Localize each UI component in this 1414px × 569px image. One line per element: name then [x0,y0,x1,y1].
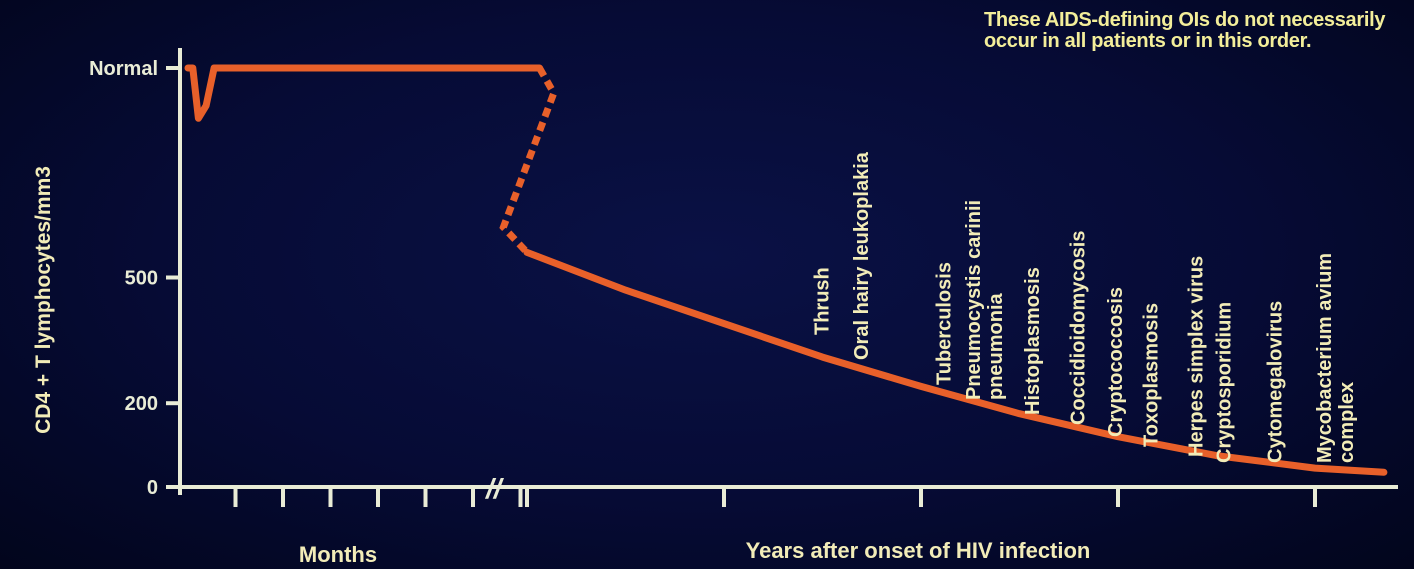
infection-label-line: Pneumocystis carinii [963,200,985,400]
infection-label-line: Herpes simplex virus [1186,256,1208,457]
chart-axes [166,48,1398,507]
infection-label: Histoplasmosis [1022,267,1044,415]
infection-label: Coccidioidomycosis [1068,231,1090,426]
infection-label-line: Mycobacterium avium [1314,253,1336,463]
infection-label-line: Tuberculosis [934,262,956,385]
infection-label: Toxoplasmosis [1140,303,1162,447]
infection-label: Cryptosporidium [1213,302,1235,463]
infection-label-line: complex [1336,382,1358,463]
infection-label-line: Oral hairy leukoplakia [851,151,873,360]
infection-label: Tuberculosis [934,262,956,385]
infection-label: Oral hairy leukoplakia [851,151,873,360]
infection-label-line: Cryptococcosis [1105,287,1127,437]
infection-label: Cryptococcosis [1105,287,1127,437]
cd4-curve-decline [523,248,1388,476]
y-tick-label: Normal [89,58,158,80]
infection-label: Mycobacterium avium complex [1314,253,1358,463]
infection-label-line: Coccidioidomycosis [1068,231,1090,426]
infection-label-line: Cryptosporidium [1213,302,1235,463]
cd4-curve-transition [499,66,558,255]
cd4-curve-initial [184,64,543,122]
months-axis-title: Months [299,542,377,567]
infection-label-line: pneumonia [985,292,1007,400]
y-tick-label: 200 [125,393,158,415]
chart-note: These AIDS-defining OIs do not necessari… [984,9,1386,52]
infection-label-line: Thrush [811,267,833,335]
infection-label: Herpes simplex virus [1186,256,1208,457]
infection-label-line: Histoplasmosis [1022,267,1044,415]
axis-labels: 0 200 500 Normal // CD4 + T lymphocytes/mm3 Mo… [32,58,1090,567]
y-axis-title: CD4 + T lymphocytes/mm3 [32,166,55,434]
years-axis-title: Years after onset of HIV infection [746,538,1091,563]
axis-break-mark: // [484,473,505,504]
infection-label: Pneumocystis carinii pneumonia [963,200,1007,400]
cd4-curve-layer [184,64,1388,476]
infection-label-line: Toxoplasmosis [1140,303,1162,447]
y-tick-label: 0 [147,477,158,499]
infection-label-line: Cytomegalovirus [1265,301,1287,463]
infection-label: Cytomegalovirus [1265,301,1287,463]
opportunistic-infection-labels: Thrush Oral hairy leukoplakia Tuberculosis… [811,151,1357,463]
infection-label: Thrush [811,267,833,335]
y-tick-label: 500 [125,268,158,290]
